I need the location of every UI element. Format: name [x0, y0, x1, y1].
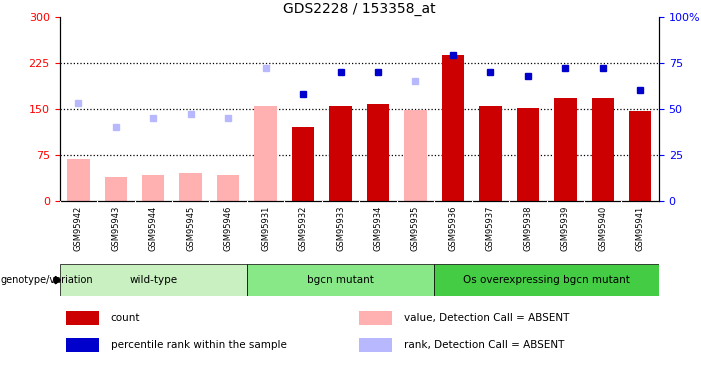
Bar — [247, 264, 434, 296]
Bar — [66, 338, 99, 352]
Bar — [554, 98, 576, 201]
Text: GSM95943: GSM95943 — [111, 206, 121, 251]
Bar — [66, 311, 99, 326]
Bar — [367, 104, 389, 201]
Bar — [254, 106, 277, 201]
Text: Os overexpressing bgcn mutant: Os overexpressing bgcn mutant — [463, 275, 630, 285]
Bar — [67, 159, 90, 201]
Text: GSM95939: GSM95939 — [561, 206, 570, 251]
Bar — [479, 106, 502, 201]
Bar — [142, 175, 165, 201]
Bar — [434, 264, 659, 296]
Title: GDS2228 / 153358_at: GDS2228 / 153358_at — [283, 2, 435, 16]
Text: wild-type: wild-type — [129, 275, 177, 285]
Text: GSM95932: GSM95932 — [299, 206, 308, 251]
Text: genotype/variation: genotype/variation — [1, 275, 93, 285]
Bar — [329, 106, 352, 201]
Bar — [592, 98, 614, 201]
Text: count: count — [111, 313, 140, 323]
Bar — [60, 264, 247, 296]
Bar — [517, 108, 539, 201]
Bar — [217, 175, 239, 201]
Text: GSM95938: GSM95938 — [524, 206, 532, 251]
Text: GSM95934: GSM95934 — [374, 206, 383, 251]
Text: GSM95937: GSM95937 — [486, 206, 495, 251]
Bar — [104, 177, 127, 201]
Text: GSM95936: GSM95936 — [449, 206, 458, 251]
Text: percentile rank within the sample: percentile rank within the sample — [111, 340, 287, 350]
Text: GSM95946: GSM95946 — [224, 206, 233, 251]
Bar — [442, 56, 464, 201]
Bar — [629, 111, 651, 201]
Text: GSM95931: GSM95931 — [261, 206, 270, 251]
Bar — [404, 110, 427, 201]
Text: GSM95945: GSM95945 — [186, 206, 195, 251]
Text: GSM95941: GSM95941 — [636, 206, 645, 251]
Bar — [359, 338, 393, 352]
Bar — [292, 127, 314, 201]
Text: bgcn mutant: bgcn mutant — [307, 275, 374, 285]
Bar — [179, 173, 202, 201]
Text: GSM95944: GSM95944 — [149, 206, 158, 251]
Text: GSM95933: GSM95933 — [336, 206, 345, 251]
Text: GSM95940: GSM95940 — [598, 206, 607, 251]
Text: value, Detection Call = ABSENT: value, Detection Call = ABSENT — [404, 313, 570, 323]
Bar — [359, 311, 393, 326]
Text: GSM95942: GSM95942 — [74, 206, 83, 251]
Text: GSM95935: GSM95935 — [411, 206, 420, 251]
Text: rank, Detection Call = ABSENT: rank, Detection Call = ABSENT — [404, 340, 564, 350]
